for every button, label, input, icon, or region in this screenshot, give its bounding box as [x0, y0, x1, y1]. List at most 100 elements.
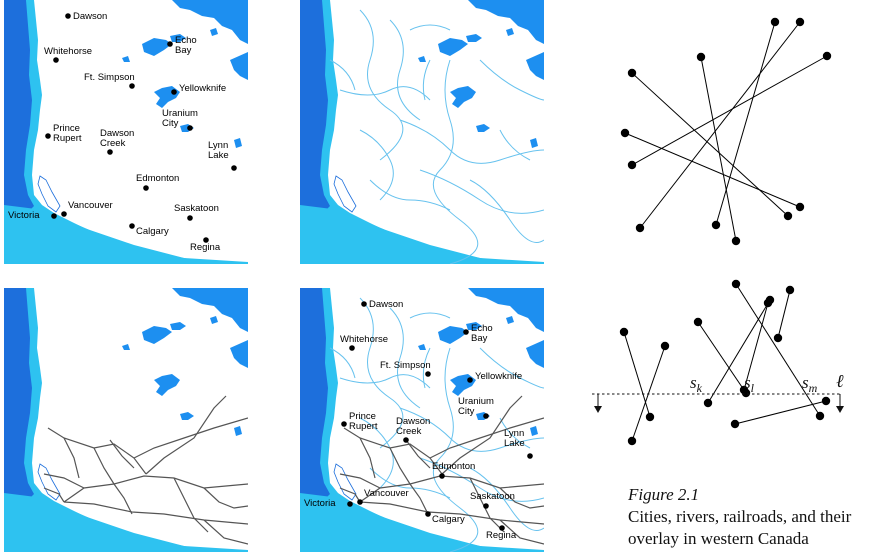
city-label: Saskatoon	[470, 491, 515, 502]
endpoint	[627, 160, 637, 170]
city-label: Yellowknife	[179, 83, 226, 94]
city-dot	[167, 41, 173, 47]
endpoint	[795, 17, 805, 27]
city-label: Dawson Creek	[100, 128, 134, 149]
segment	[773, 285, 795, 343]
river	[409, 312, 451, 319]
segment	[696, 52, 741, 246]
segment	[730, 396, 831, 429]
river	[479, 59, 544, 101]
sweep-arrow-right-head	[836, 406, 844, 413]
river	[499, 129, 531, 161]
endpoint	[770, 17, 780, 27]
endpoint	[703, 398, 713, 408]
lake	[530, 426, 538, 436]
rivers-map	[300, 0, 544, 264]
city-label: Vancouver	[364, 488, 409, 499]
city-label: Yellowknife	[475, 371, 522, 382]
segment	[620, 128, 805, 212]
city-calgary: Calgary	[129, 223, 169, 237]
pacific-ocean	[300, 205, 500, 264]
city-prince-rupert: Prince Rupert	[45, 123, 82, 144]
lake	[506, 28, 514, 36]
arctic-waters	[468, 288, 544, 332]
railroads-map	[4, 288, 248, 552]
city-dawson: Dawson	[65, 11, 107, 22]
city-label: Lynn Lake	[208, 140, 229, 161]
endpoint	[711, 220, 721, 230]
lake	[142, 38, 172, 56]
railroad	[133, 417, 248, 459]
random-segments-diagram	[620, 17, 832, 246]
river	[409, 24, 451, 31]
endpoint	[645, 412, 655, 422]
city-label: Whitehorse	[340, 334, 388, 345]
railroad	[359, 501, 544, 525]
city-echo-bay: Echo Bay	[167, 35, 197, 56]
river	[399, 119, 544, 164]
segment	[619, 327, 655, 422]
river	[419, 457, 544, 502]
river	[422, 347, 431, 389]
city-dot	[483, 413, 489, 419]
city-dot	[129, 83, 135, 89]
city-label: Dawson Creek	[396, 416, 430, 437]
city-dot	[51, 213, 57, 219]
endpoint	[783, 211, 793, 221]
city-saskatoon: Saskatoon	[174, 203, 219, 221]
segment	[627, 51, 832, 170]
railroad	[499, 519, 544, 545]
city-layer: Dawson Whitehorse Echo Bay Ft. Simpson Yellow…	[304, 299, 533, 541]
city-layer: Dawson Whitehorse Echo Bay Ft. Simpson Yellow…	[8, 11, 237, 253]
city-dot	[203, 237, 209, 243]
segment	[627, 68, 793, 221]
lake	[154, 86, 180, 108]
endpoint	[815, 411, 825, 421]
city-dot	[357, 499, 363, 505]
city-lynn-lake: Lynn Lake	[208, 140, 237, 171]
arctic-waters	[172, 288, 248, 332]
river	[369, 467, 451, 499]
city-dawson-creek: Dawson Creek	[396, 416, 430, 443]
river	[469, 179, 544, 243]
railroad	[203, 519, 248, 545]
city-label: Saskatoon	[174, 203, 219, 214]
city-yellowknife: Yellowknife	[171, 83, 226, 95]
endpoint	[795, 202, 805, 212]
city-dot	[499, 525, 505, 531]
railroad	[109, 439, 135, 469]
railroad	[339, 487, 361, 503]
railroad	[359, 437, 376, 479]
city-dot	[467, 377, 473, 383]
city-label: Edmonton	[432, 461, 475, 472]
city-dot	[107, 149, 113, 155]
city-label: Lynn Lake	[504, 428, 525, 449]
endpoint	[739, 385, 749, 395]
city-victoria: Victoria	[304, 498, 353, 509]
pacific-ocean	[4, 205, 204, 264]
city-label: Uranium City	[458, 396, 494, 417]
city-dot	[425, 511, 431, 517]
railroad-layer	[43, 395, 248, 545]
city-vancouver: Vancouver	[357, 488, 409, 505]
segment	[739, 298, 773, 395]
railroad	[429, 417, 544, 459]
city-dot	[45, 133, 51, 139]
cities-map: Dawson Whitehorse Echo Bay Ft. Simpson Yellow…	[4, 0, 248, 264]
city-label: Prince Rupert	[349, 411, 378, 432]
endpoint	[822, 51, 832, 61]
river	[469, 467, 544, 531]
city-label: Vancouver	[68, 200, 113, 211]
endpoint	[620, 128, 630, 138]
lake	[466, 322, 482, 330]
coast-water	[300, 0, 330, 218]
pacific-ocean	[4, 493, 204, 552]
city-dot	[347, 501, 353, 507]
river	[422, 59, 431, 101]
river	[359, 9, 404, 161]
city-dot	[65, 13, 71, 19]
endpoint	[635, 223, 645, 233]
city-dot	[129, 223, 135, 229]
lake	[180, 412, 194, 420]
base-map	[4, 288, 248, 552]
